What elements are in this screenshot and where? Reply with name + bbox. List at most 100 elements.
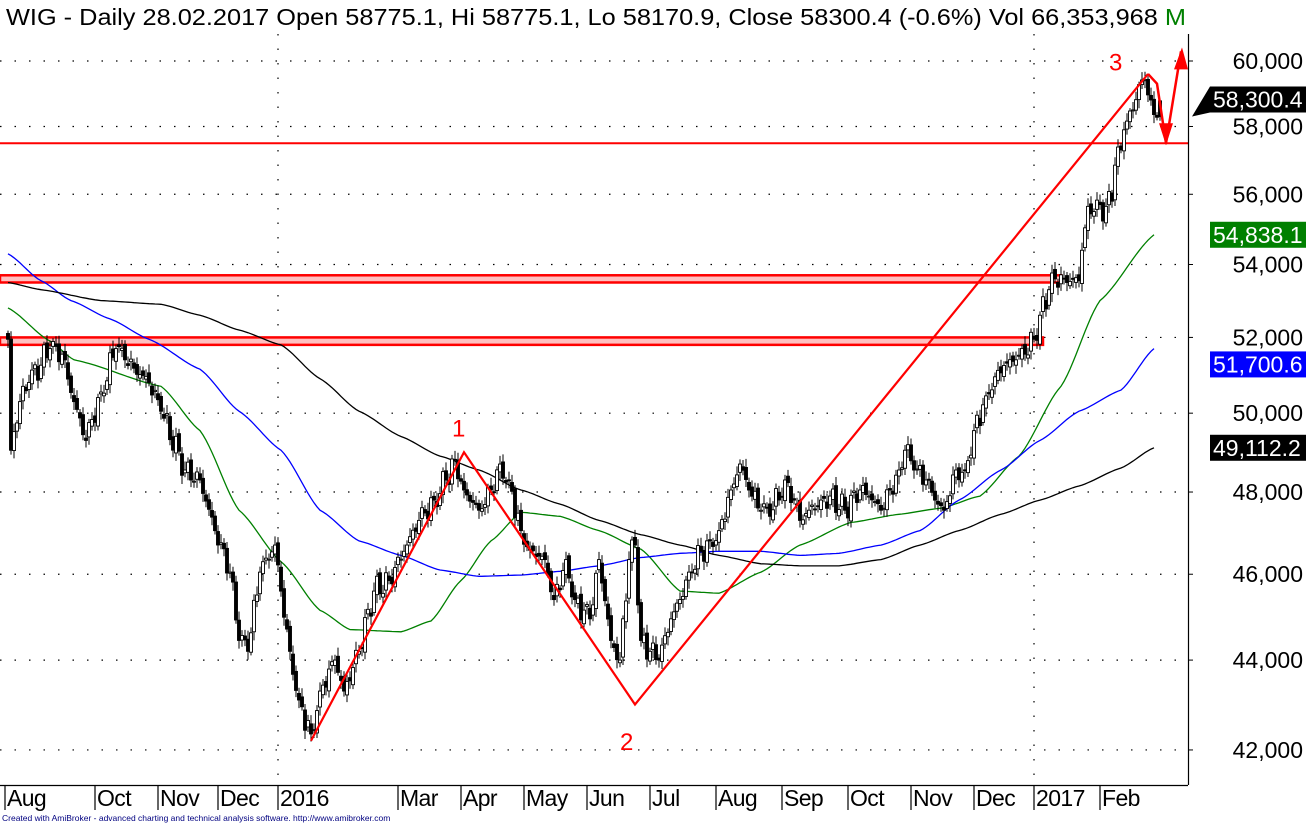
candle-down bbox=[6, 333, 10, 340]
candle-down bbox=[507, 479, 511, 482]
candle-down bbox=[234, 581, 238, 621]
x-tick-label: Mar bbox=[400, 785, 439, 811]
candle-up bbox=[726, 496, 730, 518]
candle-up bbox=[801, 519, 805, 525]
candle-up bbox=[960, 471, 964, 483]
candle-up bbox=[249, 632, 253, 653]
x-tick-label: Nov bbox=[160, 785, 200, 811]
candle-up bbox=[495, 469, 499, 491]
arrow-down-icon bbox=[1159, 123, 1173, 146]
candle-up bbox=[900, 467, 904, 470]
candle-up bbox=[576, 597, 580, 604]
candle-down bbox=[633, 536, 637, 546]
candle-up bbox=[96, 397, 100, 427]
candle-down bbox=[207, 499, 211, 510]
x-tick-label: Aug bbox=[7, 785, 46, 811]
candle-down bbox=[615, 643, 619, 661]
candle-up bbox=[267, 558, 271, 561]
candle-down bbox=[537, 552, 541, 557]
candle-down bbox=[636, 547, 640, 606]
candle-down bbox=[927, 478, 931, 481]
x-tick-label: Dec bbox=[220, 785, 259, 811]
candle-down bbox=[471, 500, 475, 503]
candle-up bbox=[723, 518, 727, 522]
value-label-text: 49,112.2 bbox=[1213, 435, 1301, 461]
candle-down bbox=[690, 571, 694, 574]
candle-down bbox=[1152, 98, 1156, 115]
candle-down bbox=[63, 351, 67, 361]
candle-up bbox=[402, 550, 406, 557]
candle-up bbox=[753, 490, 757, 500]
candle-down bbox=[750, 486, 754, 497]
candle-up bbox=[648, 650, 652, 662]
candle-down bbox=[297, 692, 301, 701]
candle-down bbox=[741, 466, 745, 471]
candlesticks bbox=[6, 71, 1162, 742]
candle-up bbox=[894, 474, 898, 494]
candle-up bbox=[408, 536, 412, 543]
candle-up bbox=[882, 507, 886, 510]
candle-down bbox=[213, 515, 217, 532]
candle-up bbox=[630, 539, 634, 563]
value-label-text: 58,300.4 bbox=[1213, 86, 1303, 112]
candle-up bbox=[762, 503, 766, 508]
candle-up bbox=[945, 501, 949, 509]
candle-up bbox=[681, 595, 685, 600]
candle-up bbox=[729, 489, 733, 500]
candle-down bbox=[987, 392, 991, 395]
candle-up bbox=[21, 385, 25, 402]
candle-down bbox=[84, 437, 88, 441]
y-tick-label: 42,000 bbox=[1233, 737, 1303, 763]
candle-up bbox=[687, 571, 691, 581]
candle-down bbox=[282, 588, 286, 618]
candle-up bbox=[732, 483, 736, 489]
candle-up bbox=[321, 684, 325, 696]
candle-up bbox=[1008, 359, 1012, 368]
candle-up bbox=[1128, 110, 1132, 123]
candle-down bbox=[168, 416, 172, 441]
candle-up bbox=[666, 631, 670, 638]
candle-up bbox=[660, 644, 664, 662]
moving-averages bbox=[7, 234, 1155, 633]
candle-up bbox=[621, 618, 625, 658]
x-tick-label: May bbox=[526, 785, 569, 811]
x-tick-label: Oct bbox=[97, 785, 132, 811]
candle-down bbox=[492, 491, 496, 494]
candle-down bbox=[369, 612, 373, 617]
candle-down bbox=[45, 342, 49, 359]
candle-up bbox=[831, 488, 835, 500]
x-tick-label: Nov bbox=[913, 785, 953, 811]
candle-up bbox=[651, 642, 655, 650]
candle-up bbox=[591, 604, 595, 616]
candle-up bbox=[411, 529, 415, 540]
candle-up bbox=[696, 545, 700, 570]
candle-up bbox=[516, 512, 520, 521]
candle-down bbox=[225, 547, 229, 574]
y-tick-label: 58,000 bbox=[1233, 113, 1303, 139]
candle-down bbox=[432, 495, 436, 501]
candle-down bbox=[300, 696, 304, 708]
candle-up bbox=[735, 474, 739, 487]
candle-up bbox=[1083, 227, 1087, 249]
candle-up bbox=[1134, 99, 1138, 111]
candle-up bbox=[330, 661, 334, 666]
candle-up bbox=[924, 479, 928, 486]
candle-down bbox=[177, 433, 181, 452]
resistance-band-lower bbox=[0, 336, 1045, 347]
candle-up bbox=[405, 544, 409, 555]
candle-down bbox=[603, 579, 607, 602]
candle-up bbox=[42, 344, 46, 368]
candle-down bbox=[336, 655, 340, 673]
candle-down bbox=[657, 657, 661, 661]
candle-up bbox=[861, 485, 865, 493]
candle-up bbox=[669, 618, 673, 632]
candle-up bbox=[885, 489, 889, 511]
candle-up bbox=[270, 551, 274, 558]
candle-down bbox=[513, 488, 517, 519]
candle-up bbox=[1086, 205, 1090, 231]
candle-down bbox=[477, 503, 481, 511]
candle-down bbox=[699, 545, 703, 552]
candle-down bbox=[339, 675, 343, 681]
candle-up bbox=[627, 559, 631, 599]
x-tick-label: Dec bbox=[976, 785, 1015, 811]
